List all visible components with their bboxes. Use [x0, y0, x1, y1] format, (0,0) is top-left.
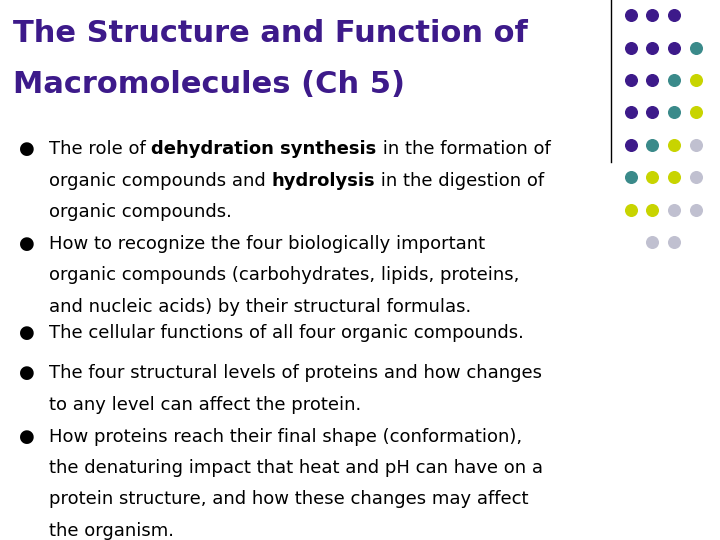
- Text: hydrolysis: hydrolysis: [271, 172, 375, 190]
- Point: [668, 108, 680, 117]
- Point: [647, 76, 658, 84]
- Point: [625, 108, 636, 117]
- Text: organic compounds (carbohydrates, lipids, proteins,: organic compounds (carbohydrates, lipids…: [49, 266, 519, 284]
- Text: ●: ●: [19, 364, 35, 382]
- Text: in the digestion of: in the digestion of: [375, 172, 544, 190]
- Point: [625, 76, 636, 84]
- Text: ●: ●: [19, 324, 35, 342]
- Point: [647, 11, 658, 19]
- Text: How proteins reach their final shape (conformation),: How proteins reach their final shape (co…: [49, 428, 522, 445]
- Point: [625, 140, 636, 149]
- Text: The cellular functions of all four organic compounds.: The cellular functions of all four organ…: [49, 324, 524, 342]
- Text: Macromolecules (Ch 5): Macromolecules (Ch 5): [13, 70, 405, 99]
- Point: [647, 43, 658, 52]
- Text: ●: ●: [19, 235, 35, 253]
- Point: [668, 173, 680, 181]
- Point: [668, 76, 680, 84]
- Point: [668, 11, 680, 19]
- Point: [647, 140, 658, 149]
- Point: [690, 43, 701, 52]
- Point: [647, 173, 658, 181]
- Text: How to recognize the four biologically important: How to recognize the four biologically i…: [49, 235, 485, 253]
- Text: protein structure, and how these changes may affect: protein structure, and how these changes…: [49, 490, 528, 508]
- Text: The role of: The role of: [49, 140, 151, 158]
- Text: The four structural levels of proteins and how changes: The four structural levels of proteins a…: [49, 364, 542, 382]
- Point: [625, 11, 636, 19]
- Text: organic compounds.: organic compounds.: [49, 203, 232, 221]
- Point: [690, 173, 701, 181]
- Point: [690, 140, 701, 149]
- Point: [647, 238, 658, 246]
- Point: [668, 205, 680, 214]
- Point: [668, 238, 680, 246]
- Point: [690, 205, 701, 214]
- Text: ●: ●: [19, 140, 35, 158]
- Text: to any level can affect the protein.: to any level can affect the protein.: [49, 396, 361, 414]
- Point: [647, 108, 658, 117]
- Text: the denaturing impact that heat and pH can have on a: the denaturing impact that heat and pH c…: [49, 459, 543, 477]
- Point: [668, 43, 680, 52]
- Point: [668, 140, 680, 149]
- Point: [625, 205, 636, 214]
- Text: the organism.: the organism.: [49, 522, 174, 539]
- Text: and nucleic acids) by their structural formulas.: and nucleic acids) by their structural f…: [49, 298, 471, 315]
- Text: dehydration synthesis: dehydration synthesis: [151, 140, 377, 158]
- Text: ●: ●: [19, 428, 35, 445]
- Text: organic compounds and: organic compounds and: [49, 172, 271, 190]
- Point: [690, 76, 701, 84]
- Point: [625, 173, 636, 181]
- Point: [690, 108, 701, 117]
- Point: [647, 205, 658, 214]
- Text: The Structure and Function of: The Structure and Function of: [13, 19, 528, 48]
- Text: in the formation of: in the formation of: [377, 140, 551, 158]
- Point: [625, 43, 636, 52]
